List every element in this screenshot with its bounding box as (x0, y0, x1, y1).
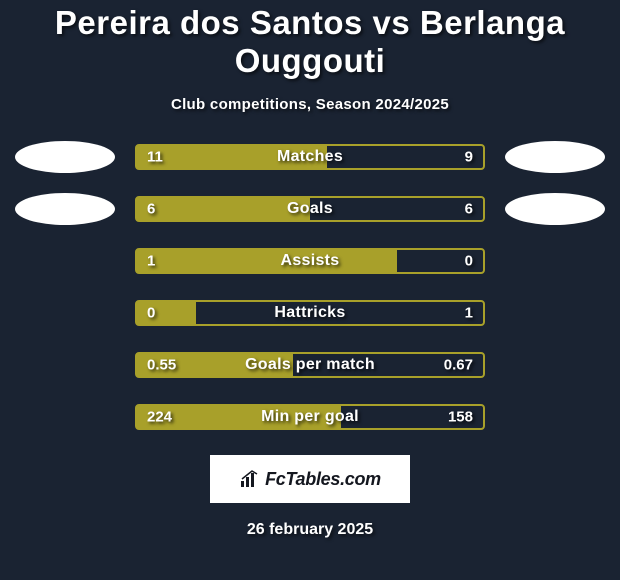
stat-row: 224 Min per goal 158 (10, 401, 610, 433)
page-title: Pereira dos Santos vs Berlanga Ouggouti (0, 4, 620, 80)
stat-right-value: 9 (465, 149, 473, 166)
site-logo: FcTables.com (210, 455, 410, 503)
spacer (505, 401, 605, 433)
stat-row: 0.55 Goals per match 0.67 (10, 349, 610, 381)
stat-right-value: 0.67 (444, 357, 473, 374)
spacer (505, 245, 605, 277)
stat-bar-fill (137, 302, 196, 324)
stat-row: 6 Goals 6 (10, 193, 610, 225)
stat-bar: 0 Hattricks 1 (135, 300, 485, 326)
stat-label: Min per goal (261, 408, 359, 426)
stat-left-value: 0 (147, 305, 155, 322)
stat-right-value: 6 (465, 201, 473, 218)
stat-bar-fill (137, 198, 310, 220)
stat-bar: 11 Matches 9 (135, 144, 485, 170)
chart-icon (239, 469, 259, 489)
spacer (505, 297, 605, 329)
stat-bar: 6 Goals 6 (135, 196, 485, 222)
stat-label: Hattricks (274, 304, 345, 322)
stat-left-value: 6 (147, 201, 155, 218)
stat-label: Assists (280, 252, 339, 270)
stat-label: Goals (287, 200, 333, 218)
stat-bar: 0.55 Goals per match 0.67 (135, 352, 485, 378)
spacer (15, 401, 115, 433)
stat-row: 0 Hattricks 1 (10, 297, 610, 329)
player-badge-right (505, 193, 605, 225)
spacer (15, 349, 115, 381)
stat-right-value: 158 (448, 409, 473, 426)
stat-left-value: 11 (147, 149, 163, 166)
stat-left-value: 0.55 (147, 357, 176, 374)
stat-left-value: 224 (147, 409, 172, 426)
stat-bar-fill (137, 250, 397, 272)
stat-label: Matches (277, 148, 343, 166)
player-badge-left (15, 141, 115, 173)
stat-label: Goals per match (245, 356, 375, 374)
date-label: 26 february 2025 (0, 521, 620, 539)
subtitle: Club competitions, Season 2024/2025 (0, 96, 620, 113)
stat-bar: 1 Assists 0 (135, 248, 485, 274)
player-badge-left (15, 193, 115, 225)
stat-left-value: 1 (147, 253, 155, 270)
stat-row: 11 Matches 9 (10, 141, 610, 173)
stat-row: 1 Assists 0 (10, 245, 610, 277)
spacer (505, 349, 605, 381)
logo-text: FcTables.com (265, 469, 381, 490)
spacer (15, 297, 115, 329)
comparison-card: Pereira dos Santos vs Berlanga Ouggouti … (0, 0, 620, 539)
stat-bar: 224 Min per goal 158 (135, 404, 485, 430)
stat-right-value: 1 (465, 305, 473, 322)
spacer (15, 245, 115, 277)
stats-rows: 11 Matches 9 6 Goals 6 1 Assists 0 0 Hattricks 1 0.5… (0, 141, 620, 433)
stat-right-value: 0 (465, 253, 473, 270)
player-badge-right (505, 141, 605, 173)
